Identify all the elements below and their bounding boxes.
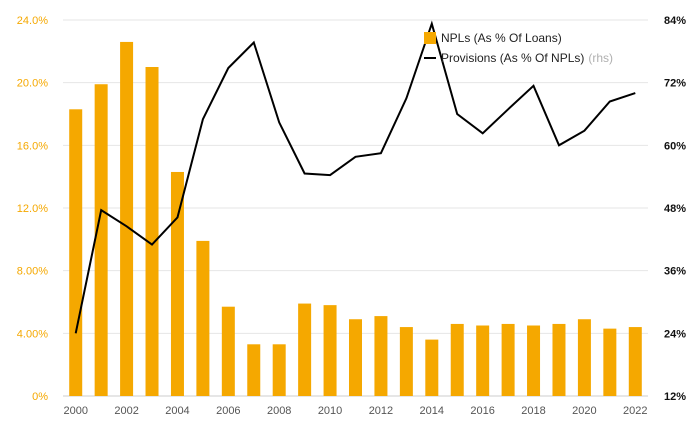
x-tick-label: 2004 — [165, 405, 189, 417]
bar — [603, 328, 617, 396]
y-left-tick-label: 12.0% — [17, 203, 48, 215]
bar — [374, 316, 388, 396]
y-right-tick-label: 12% — [664, 391, 686, 403]
x-tick-label: 2022 — [623, 405, 647, 417]
x-tick-label: 2014 — [420, 405, 444, 417]
y-right-tick-label: 72% — [664, 78, 686, 90]
bar — [501, 323, 515, 396]
bar — [399, 327, 413, 396]
legend-label-provisions: Provisions (As % Of NPLs) — [441, 51, 585, 65]
bar — [323, 305, 337, 396]
bar — [221, 306, 235, 396]
y-right-tick-label: 60% — [664, 140, 686, 152]
bar — [425, 339, 439, 396]
bar — [552, 323, 566, 396]
y-right-tick-label: 48% — [664, 203, 686, 215]
bar — [628, 327, 642, 396]
x-tick-label: 2010 — [318, 405, 342, 417]
bar — [69, 109, 83, 397]
x-tick-label: 2018 — [521, 405, 545, 417]
legend-item-npls: NPLs (As % Of Loans) — [424, 28, 613, 48]
y-left-tick-label: 20.0% — [17, 78, 48, 90]
legend-rhs-note: (rhs) — [588, 51, 614, 65]
bar — [349, 319, 362, 396]
bar — [120, 41, 134, 396]
bar — [298, 303, 312, 396]
y-left-tick-label: 16.0% — [17, 140, 48, 152]
bar — [527, 325, 541, 396]
bar — [577, 319, 591, 396]
bar — [145, 67, 159, 396]
y-right-tick-label: 84% — [664, 15, 686, 27]
x-tick-label: 2012 — [369, 405, 393, 417]
provisions-line — [74, 20, 636, 334]
y-left-tick-label: 24.0% — [17, 15, 48, 27]
y-left-tick-label: 4.00% — [17, 328, 48, 340]
x-tick-label: 2008 — [267, 405, 291, 417]
bar — [272, 344, 286, 396]
legend-item-provisions: Provisions (As % Of NPLs) (rhs) — [424, 48, 613, 68]
bar — [476, 325, 490, 396]
x-tick-label: 2016 — [470, 405, 494, 417]
legend-swatch-line — [424, 57, 436, 59]
bar — [94, 84, 108, 396]
legend-label-npls: NPLs (As % Of Loans) — [441, 31, 562, 45]
y-right-tick-label: 24% — [664, 328, 686, 340]
bar — [170, 171, 184, 396]
bar — [450, 323, 464, 396]
bar — [247, 344, 261, 396]
x-tick-label: 2000 — [63, 405, 87, 417]
y-right-tick-label: 36% — [664, 266, 686, 278]
legend-swatch-bar — [424, 32, 436, 44]
legend: NPLs (As % Of Loans) Provisions (As % Of… — [424, 28, 613, 68]
y-left-tick-label: 0% — [32, 391, 48, 403]
x-tick-label: 2006 — [216, 405, 240, 417]
bar — [196, 240, 210, 396]
x-tick-label: 2002 — [114, 405, 138, 417]
y-left-tick-label: 8.00% — [17, 266, 48, 278]
x-tick-label: 2020 — [572, 405, 596, 417]
